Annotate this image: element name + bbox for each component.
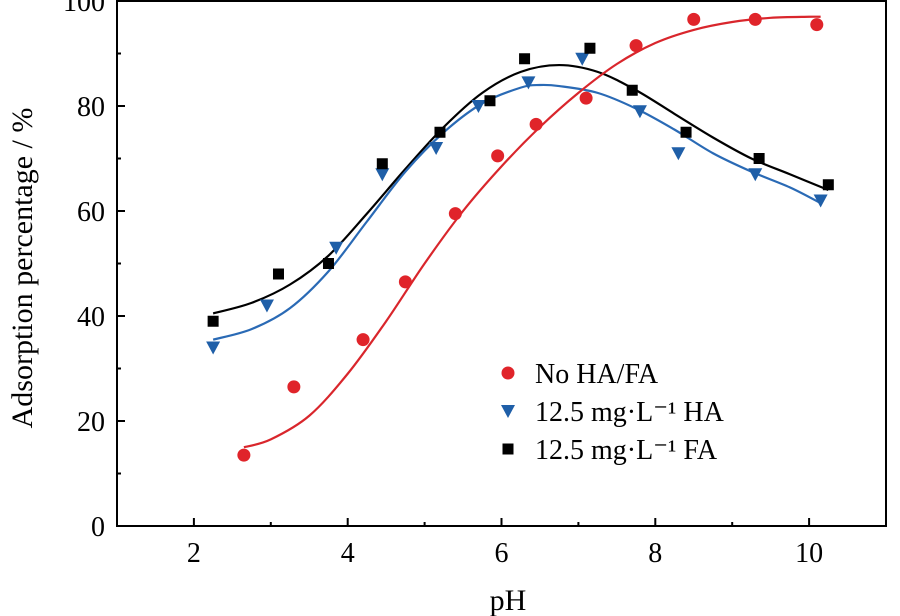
fit-line-series-2 — [212, 63, 829, 315]
x-axis-label: pH — [490, 584, 527, 616]
y-axis-label: Adsorption percentage / % — [6, 108, 39, 429]
data-point-series-1 — [329, 241, 344, 255]
data-point-series-2 — [434, 126, 446, 138]
y-tick-label: 100 — [63, 0, 105, 18]
y-tick-label: 0 — [91, 512, 105, 543]
data-point-series-2 — [484, 95, 496, 107]
y-tick-label: 20 — [77, 407, 105, 438]
data-point-series-1 — [813, 194, 828, 208]
data-point-series-2 — [322, 258, 334, 269]
data-point-series-0 — [398, 275, 412, 289]
x-tick-label: 8 — [648, 538, 662, 569]
data-point-series-1 — [206, 341, 221, 355]
legend-label-series-2: 12.5 mg·L⁻¹ FA — [535, 435, 718, 466]
data-point-series-2 — [753, 153, 765, 164]
fit-lines — [212, 15, 829, 449]
y-tick-label: 40 — [77, 302, 105, 333]
data-point-series-0 — [579, 91, 593, 105]
legend-label-series-1: 12.5 mg·L⁻¹ HA — [535, 397, 725, 428]
data-point-series-2 — [680, 126, 692, 138]
fit-line-series-1 — [212, 83, 822, 341]
data-point-series-2 — [519, 53, 531, 65]
data-point-series-2 — [207, 315, 219, 327]
data-point-series-0 — [687, 12, 701, 26]
data-point-series-0 — [237, 448, 251, 462]
data-point-series-1 — [375, 168, 390, 182]
data-point-series-1 — [521, 76, 536, 90]
legend-marker-series-1 — [501, 405, 515, 418]
data-point-series-0 — [448, 207, 462, 221]
y-tick-label: 60 — [77, 197, 105, 228]
x-tick-label: 4 — [341, 538, 355, 569]
data-point-series-0 — [748, 12, 762, 26]
data-point-series-2 — [376, 158, 388, 170]
y-tick-label: 80 — [77, 92, 105, 123]
x-tick-label: 2 — [187, 538, 201, 569]
data-point-series-0 — [810, 18, 824, 32]
data-point-series-1 — [575, 52, 590, 66]
data-point-series-1 — [632, 105, 647, 119]
legend-marker-series-0 — [501, 366, 515, 380]
legend-marker-series-2 — [502, 443, 514, 455]
legend-label-series-0: No HA/FA — [535, 359, 659, 390]
data-point-series-1 — [429, 142, 444, 155]
data-point-series-0 — [529, 117, 543, 131]
data-markers — [206, 12, 834, 462]
data-point-series-2 — [822, 179, 834, 191]
data-point-series-0 — [491, 149, 505, 163]
data-point-series-2 — [626, 84, 638, 96]
data-point-series-0 — [629, 39, 643, 53]
x-tick-label: 6 — [495, 538, 509, 569]
data-point-series-1 — [671, 147, 686, 161]
data-point-series-1 — [259, 299, 274, 313]
data-point-series-2 — [584, 42, 596, 54]
data-point-series-2 — [272, 268, 284, 280]
legend: No HA/FA 12.5 mg·L⁻¹ HA 12.5 mg·L⁻¹ FA — [501, 359, 725, 466]
x-tick-label: 10 — [795, 538, 823, 569]
data-point-series-1 — [748, 168, 763, 182]
data-point-series-0 — [287, 380, 301, 394]
data-point-series-1 — [471, 100, 486, 113]
data-point-series-0 — [356, 333, 370, 347]
